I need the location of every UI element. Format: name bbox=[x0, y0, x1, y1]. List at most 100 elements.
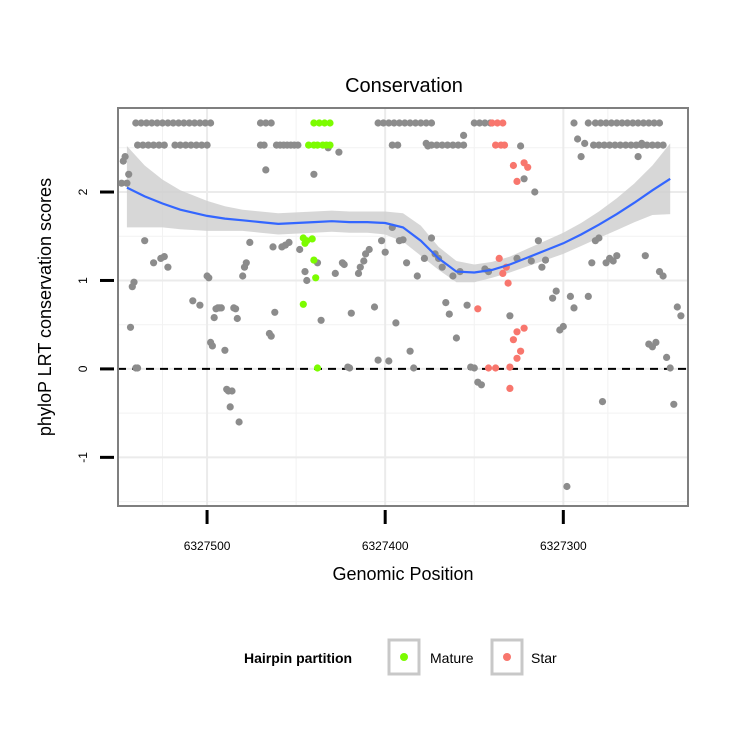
data-point bbox=[449, 141, 457, 149]
data-point bbox=[659, 141, 667, 149]
y-tick-label: 0 bbox=[76, 365, 90, 372]
data-point bbox=[160, 141, 168, 149]
data-point bbox=[228, 387, 236, 395]
data-point-star bbox=[506, 363, 514, 371]
data-point bbox=[427, 119, 436, 127]
data-point bbox=[574, 135, 582, 143]
data-point-mature bbox=[313, 364, 322, 372]
data-point bbox=[267, 119, 275, 127]
data-point bbox=[566, 292, 575, 300]
data-point bbox=[449, 272, 457, 280]
data-point bbox=[629, 119, 637, 127]
data-point-mature bbox=[310, 119, 318, 127]
data-point bbox=[470, 119, 478, 127]
data-point bbox=[598, 398, 607, 406]
data-point-star bbox=[492, 364, 500, 372]
data-point bbox=[374, 119, 382, 127]
data-point bbox=[267, 332, 275, 340]
data-point bbox=[588, 259, 596, 267]
data-point bbox=[563, 482, 571, 491]
data-point bbox=[427, 234, 436, 242]
data-point bbox=[132, 119, 140, 127]
data-point-star bbox=[509, 336, 517, 344]
data-point bbox=[613, 252, 621, 260]
data-point-star bbox=[517, 347, 525, 355]
data-point-mature bbox=[299, 300, 307, 308]
data-point bbox=[401, 119, 409, 127]
data-point-mature bbox=[310, 141, 318, 149]
data-point bbox=[340, 260, 348, 269]
data-point bbox=[470, 364, 478, 372]
data-point-star bbox=[520, 324, 528, 332]
data-point bbox=[477, 381, 485, 389]
data-point bbox=[370, 303, 379, 311]
y-tick-label: 1 bbox=[76, 277, 90, 284]
confidence-ribbon-layer bbox=[126, 143, 671, 283]
data-point bbox=[385, 357, 393, 365]
data-point bbox=[463, 301, 471, 309]
data-point bbox=[427, 141, 436, 149]
data-point bbox=[602, 119, 610, 127]
data-point bbox=[623, 119, 632, 127]
data-point bbox=[182, 141, 190, 149]
data-point bbox=[232, 305, 240, 313]
data-point bbox=[627, 141, 635, 149]
data-point bbox=[169, 119, 177, 127]
data-point-star bbox=[513, 354, 521, 362]
data-point bbox=[158, 119, 167, 127]
legend-dot-mature bbox=[400, 653, 408, 661]
data-point bbox=[233, 314, 241, 323]
data-point-mature bbox=[326, 119, 334, 127]
data-point bbox=[659, 272, 667, 280]
confidence-ribbon bbox=[126, 143, 671, 283]
legend: Hairpin partition Mature Star bbox=[244, 638, 557, 676]
data-point bbox=[379, 119, 387, 127]
data-point bbox=[422, 119, 430, 127]
data-point bbox=[410, 364, 418, 372]
data-point bbox=[597, 119, 605, 127]
data-point bbox=[242, 259, 250, 267]
data-point bbox=[607, 119, 616, 127]
data-point bbox=[618, 119, 626, 127]
data-point bbox=[403, 259, 411, 267]
data-point bbox=[210, 314, 218, 322]
data-point bbox=[256, 119, 265, 127]
data-point bbox=[385, 119, 393, 127]
x-axis-label: Genomic Position bbox=[332, 564, 473, 584]
data-point-mature bbox=[308, 235, 316, 243]
data-point-mature bbox=[312, 274, 320, 282]
data-point bbox=[235, 418, 243, 426]
data-point bbox=[134, 364, 142, 372]
data-point bbox=[417, 119, 425, 127]
data-point bbox=[150, 141, 158, 149]
data-point bbox=[153, 119, 161, 127]
data-point bbox=[392, 319, 400, 327]
data-point-star bbox=[495, 254, 503, 262]
data-point bbox=[192, 141, 200, 149]
data-point bbox=[378, 237, 386, 245]
data-point bbox=[198, 141, 206, 149]
data-point-star bbox=[499, 269, 507, 277]
data-point bbox=[639, 119, 648, 127]
data-point-star bbox=[484, 364, 493, 372]
data-point bbox=[420, 254, 428, 262]
data-point bbox=[203, 141, 211, 149]
legend-dot-star bbox=[503, 653, 511, 661]
data-point-mature bbox=[326, 141, 334, 149]
data-point bbox=[616, 141, 624, 149]
data-point-star bbox=[474, 305, 482, 313]
data-point-mature bbox=[310, 256, 318, 264]
data-point bbox=[246, 238, 254, 246]
data-point bbox=[606, 141, 614, 149]
data-point bbox=[365, 245, 373, 254]
data-point bbox=[164, 119, 172, 127]
data-point-mature bbox=[303, 237, 311, 245]
data-point bbox=[354, 269, 363, 277]
data-point bbox=[226, 403, 234, 411]
data-point bbox=[208, 342, 216, 350]
data-point-star bbox=[493, 119, 501, 127]
data-point bbox=[650, 119, 658, 127]
data-point bbox=[677, 312, 685, 320]
data-point bbox=[552, 287, 560, 295]
